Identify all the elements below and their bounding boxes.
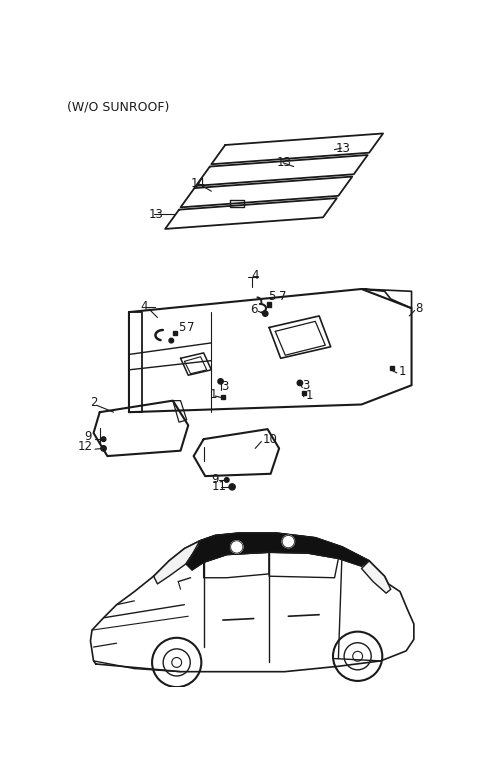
Bar [267,302,271,306]
Text: 11: 11 [212,479,227,493]
Text: 13: 13 [148,208,163,221]
Text: 4: 4 [141,300,148,313]
Text: 10: 10 [263,432,278,445]
Circle shape [218,379,223,384]
Text: 7: 7 [188,321,195,334]
Circle shape [230,540,243,553]
Bar [390,367,394,371]
Circle shape [169,338,174,343]
Text: 2: 2 [90,397,98,409]
Circle shape [263,311,268,317]
Text: 4: 4 [252,269,259,282]
Bar [302,391,306,394]
Text: 13: 13 [336,141,350,154]
Text: 13: 13 [277,156,292,169]
Text: 8: 8 [415,302,423,315]
Text: 14: 14 [191,177,205,190]
Text: 3: 3 [221,381,229,393]
Text: 5: 5 [178,321,186,334]
Circle shape [282,536,295,547]
Circle shape [101,445,106,451]
Circle shape [229,484,235,490]
Text: 9: 9 [211,472,219,486]
Text: 1: 1 [398,365,406,378]
Polygon shape [361,560,391,593]
Text: 1: 1 [210,388,217,401]
Text: 5: 5 [268,290,276,303]
Text: (W/O SUNROOF): (W/O SUNROOF) [67,100,170,113]
Circle shape [101,437,106,442]
Text: 7: 7 [279,290,287,303]
Bar [221,394,225,398]
Text: 3: 3 [302,379,310,391]
Circle shape [225,478,229,482]
Text: 1: 1 [305,389,313,401]
Text: 12: 12 [78,440,93,453]
Polygon shape [154,540,200,584]
Text: 9: 9 [84,430,92,443]
Bar [173,331,177,335]
Text: 6: 6 [250,303,257,317]
Circle shape [297,381,302,386]
Polygon shape [186,533,369,570]
